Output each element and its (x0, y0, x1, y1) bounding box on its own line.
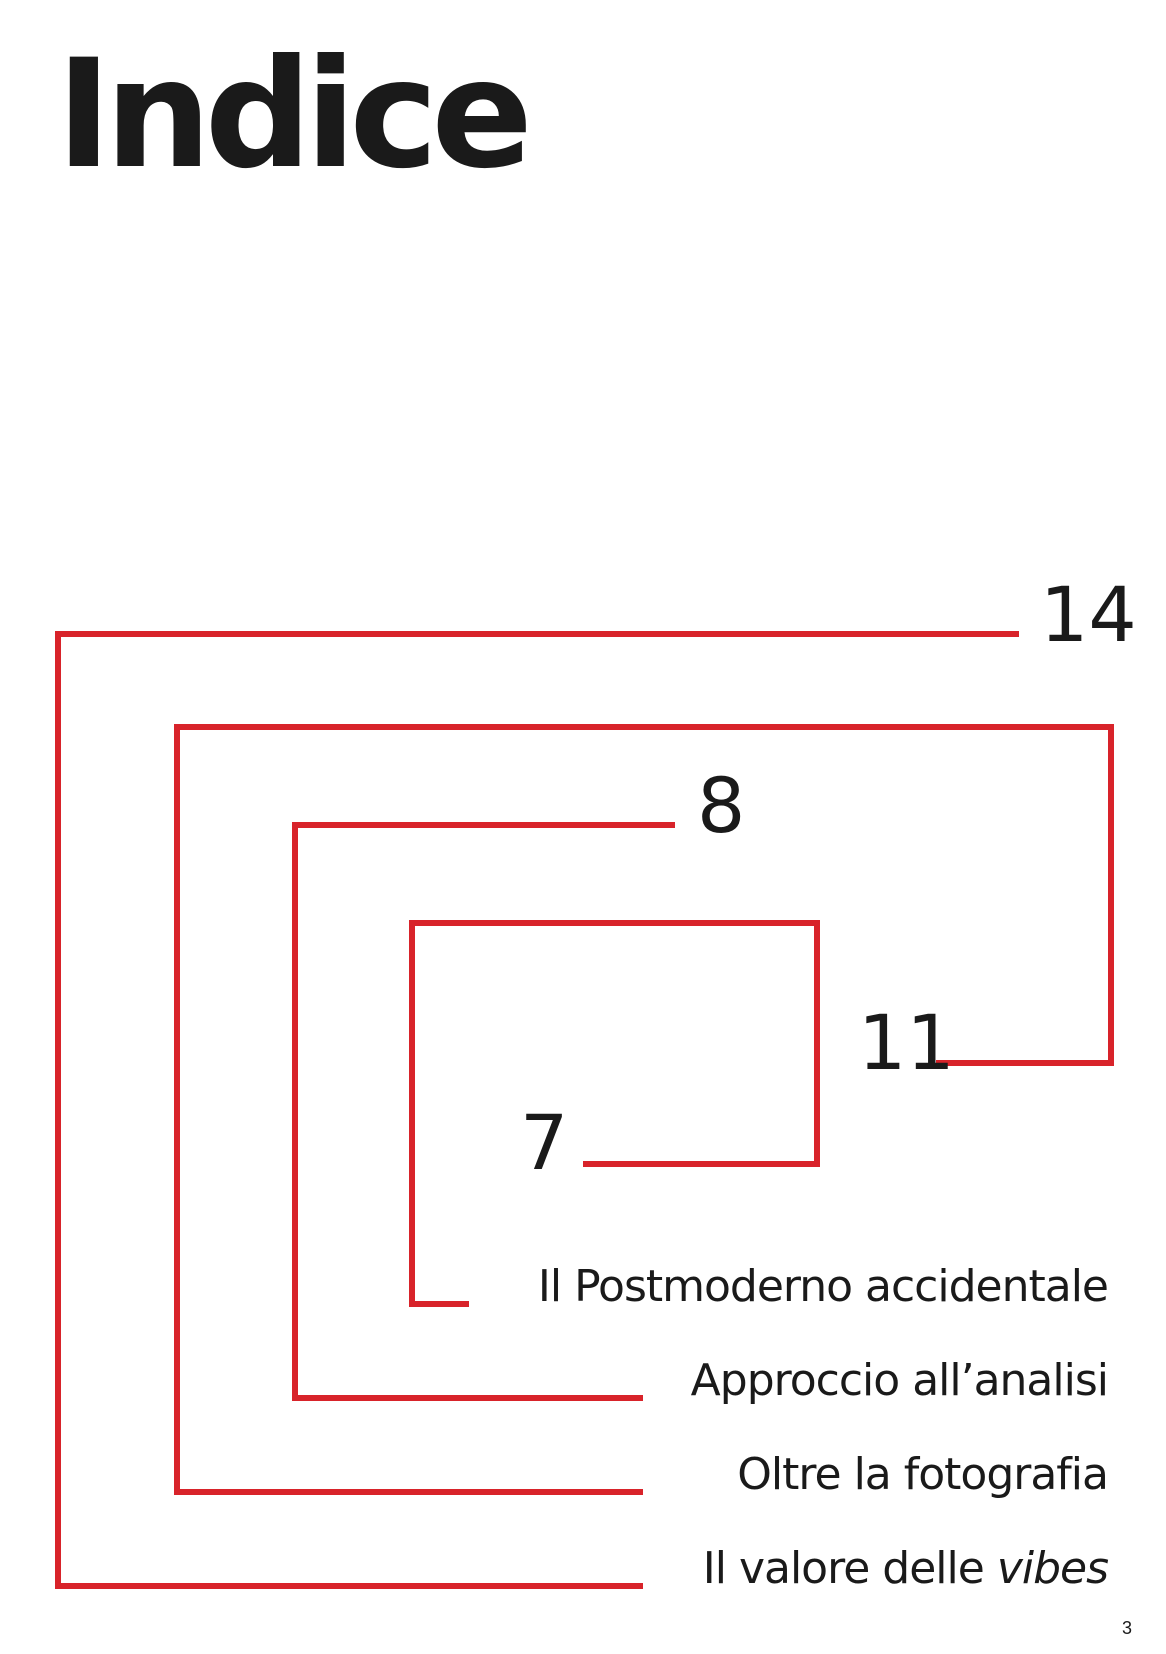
page-number-11[interactable]: 11 (858, 998, 955, 1087)
toc-entry-approccio[interactable]: Approccio all’analisi (690, 1355, 1109, 1406)
connector-line-11 (174, 724, 1114, 1495)
folio-page-number: 3 (1122, 1618, 1133, 1638)
page-title: Indice (56, 28, 533, 202)
page-number-14[interactable]: 14 (1040, 570, 1137, 659)
toc-entry-postmoderno[interactable]: Il Postmoderno accidentale (537, 1261, 1109, 1312)
toc-entry-vibes[interactable]: Il valore delle vibes (703, 1547, 1109, 1591)
page-number-7[interactable]: 7 (520, 1098, 569, 1187)
toc-entry-vibes-label: Il valore delle (702, 1543, 985, 1594)
toc-entry-oltre[interactable]: Oltre la fotografia (737, 1449, 1109, 1500)
toc-entry-vibes-italic: vibes (996, 1543, 1109, 1594)
connector-line-8 (292, 822, 675, 1401)
connector-line-14 (55, 631, 1019, 1589)
page-number-8[interactable]: 8 (697, 761, 746, 850)
connector-line-7 (409, 920, 820, 1307)
